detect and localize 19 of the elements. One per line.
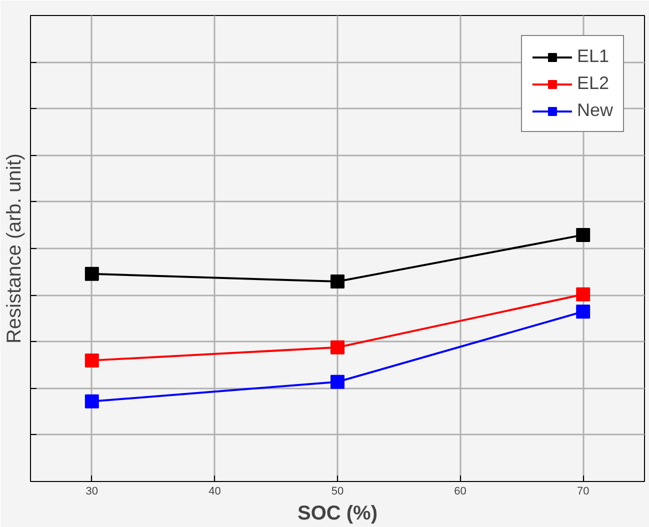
point [576,304,590,319]
legend-label: New [576,100,613,121]
x-tick-label: 50 [331,486,344,498]
y-axis-title: Resistance (arb. unit) [4,153,26,344]
point [84,266,99,281]
x-tick-label: 60 [454,486,466,498]
point [330,274,344,289]
x-tick-label: 70 [576,486,590,498]
point [84,394,99,408]
point [330,374,344,389]
x-tick-label: 30 [86,486,98,498]
point [84,353,99,368]
x-tick-label: 40 [208,486,221,498]
legend-label: EL2 [576,73,610,94]
x-axis-title: SOC (%) [298,502,378,524]
point [330,340,344,354]
point [576,287,590,302]
point [576,228,590,242]
legend-label: EL1 [576,46,610,67]
